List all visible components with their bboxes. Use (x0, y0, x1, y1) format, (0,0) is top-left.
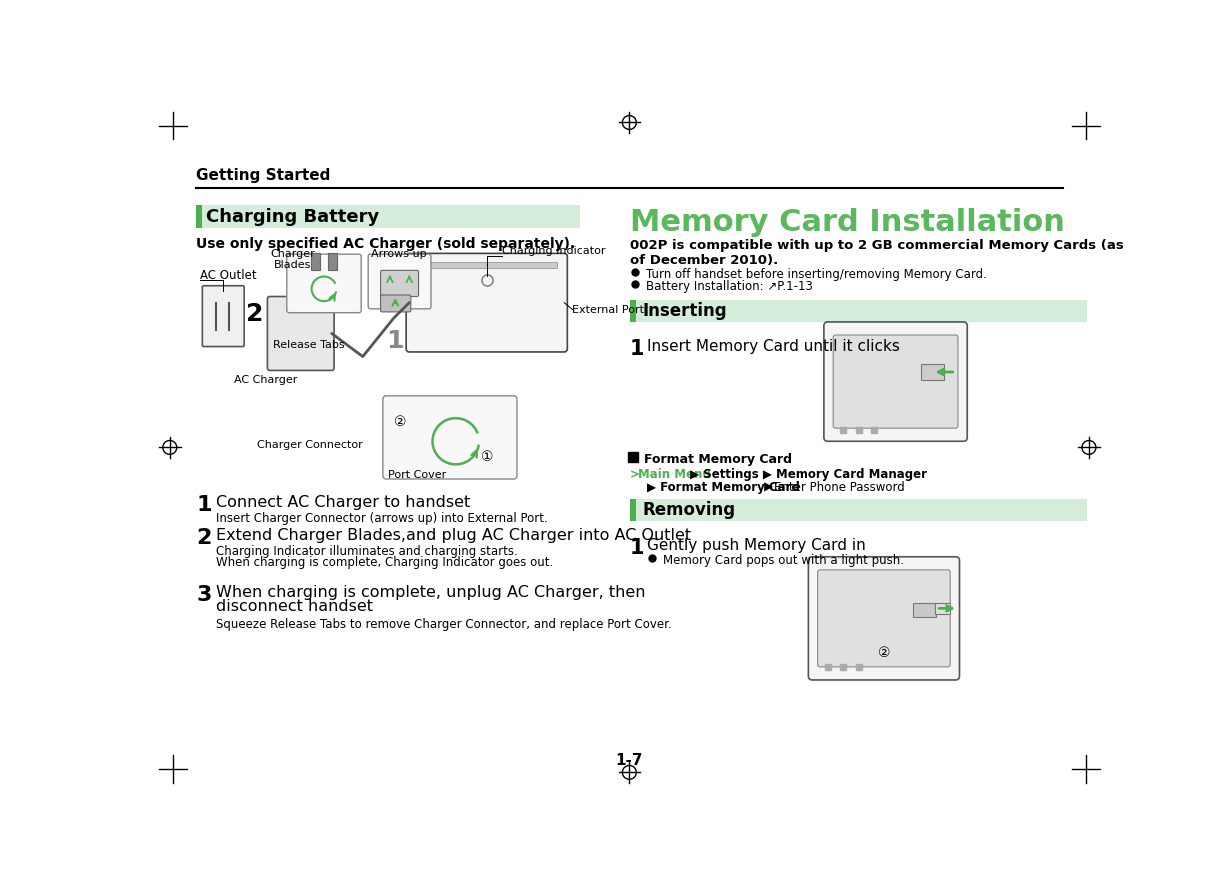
Text: Port Cover: Port Cover (388, 470, 446, 480)
Text: When charging is complete, unplug AC Charger, then: When charging is complete, unplug AC Cha… (215, 586, 645, 600)
Text: ②: ② (878, 646, 890, 660)
FancyBboxPatch shape (381, 295, 411, 312)
FancyBboxPatch shape (203, 285, 244, 346)
Text: Charging Indicator illuminates and charging starts.: Charging Indicator illuminates and charg… (215, 545, 517, 558)
Text: 1: 1 (630, 538, 645, 557)
Text: Main Menu: Main Menu (637, 468, 711, 481)
Text: Charger Connector: Charger Connector (257, 440, 362, 450)
Text: 1: 1 (387, 330, 404, 354)
Text: 3: 3 (196, 586, 211, 605)
Text: Charger
Blades: Charger Blades (270, 249, 316, 270)
Text: 2: 2 (247, 302, 264, 326)
FancyBboxPatch shape (824, 322, 968, 441)
Text: When charging is complete, Charging Indicator goes out.: When charging is complete, Charging Indi… (215, 556, 553, 569)
Text: Charging Battery: Charging Battery (206, 208, 379, 226)
Text: ①: ① (480, 450, 492, 463)
Text: 1: 1 (196, 495, 211, 515)
Bar (912, 603, 936, 617)
Text: ▶: ▶ (760, 480, 777, 494)
Bar (630, 499, 636, 521)
FancyBboxPatch shape (381, 270, 419, 297)
FancyBboxPatch shape (833, 335, 958, 428)
Text: Insert Memory Card until it clicks: Insert Memory Card until it clicks (647, 338, 900, 354)
FancyBboxPatch shape (368, 254, 431, 309)
Text: ▶ Format Memory Card: ▶ Format Memory Card (647, 480, 801, 494)
FancyBboxPatch shape (268, 297, 334, 370)
Text: >: > (630, 468, 640, 481)
Text: 1: 1 (630, 338, 645, 359)
Text: ②: ② (394, 415, 406, 429)
Text: Connect AC Charger to handset: Connect AC Charger to handset (215, 495, 470, 510)
Text: Use only specified AC Charger (sold separately).: Use only specified AC Charger (sold sepa… (196, 237, 576, 252)
Bar (418, 262, 556, 268)
Text: disconnect handset: disconnect handset (215, 599, 372, 614)
FancyBboxPatch shape (818, 570, 950, 667)
Bar (935, 603, 950, 614)
Text: Gently push Memory Card in: Gently push Memory Card in (647, 538, 866, 553)
Bar (630, 499, 1087, 521)
Text: Squeeze Release Tabs to remove Charger Connector, and replace Port Cover.: Squeeze Release Tabs to remove Charger C… (215, 618, 672, 631)
Text: Removing: Removing (642, 501, 736, 519)
Text: Extend Charger Blades,and plug AC Charger into AC Outlet: Extend Charger Blades,and plug AC Charge… (215, 528, 690, 543)
Text: Insert Charger Connector (arrows up) into External Port.: Insert Charger Connector (arrows up) int… (215, 512, 548, 525)
Text: Inserting: Inserting (642, 302, 727, 320)
Text: Memory Card pops out with a light push.: Memory Card pops out with a light push. (663, 555, 904, 567)
Bar (196, 205, 580, 228)
Text: 002P is compatible with up to 2 GB commercial Memory Cards (as
of December 2010): 002P is compatible with up to 2 GB comme… (630, 238, 1124, 267)
Text: Format Memory Card: Format Memory Card (643, 453, 792, 466)
Text: Memory Card Installation: Memory Card Installation (630, 208, 1065, 237)
FancyBboxPatch shape (383, 396, 517, 479)
Text: AC Charger: AC Charger (235, 375, 297, 385)
Text: Charging Indicator: Charging Indicator (502, 246, 605, 256)
Text: AC Outlet: AC Outlet (200, 269, 257, 283)
FancyBboxPatch shape (287, 254, 361, 313)
Text: Enter Phone Password: Enter Phone Password (774, 480, 904, 494)
Text: Arrows up: Arrows up (371, 249, 427, 259)
Bar (196, 205, 201, 228)
Text: External Port: External Port (572, 306, 643, 315)
FancyBboxPatch shape (406, 253, 567, 352)
Bar (630, 300, 636, 322)
Text: Release Tabs: Release Tabs (273, 340, 344, 350)
Text: Turn off handset before inserting/removing Memory Card.: Turn off handset before inserting/removi… (646, 268, 986, 281)
Text: 1-7: 1-7 (615, 753, 643, 768)
Bar (630, 300, 1087, 322)
FancyBboxPatch shape (808, 556, 959, 680)
Bar (328, 253, 338, 270)
Text: Battery Installation: ↗P.1-13: Battery Installation: ↗P.1-13 (646, 280, 813, 293)
Bar (311, 253, 321, 270)
Text: 2: 2 (196, 528, 211, 548)
Bar (921, 364, 944, 380)
Text: Getting Started: Getting Started (196, 168, 330, 183)
Text: ▶ Settings ▶ Memory Card Manager: ▶ Settings ▶ Memory Card Manager (686, 468, 927, 481)
